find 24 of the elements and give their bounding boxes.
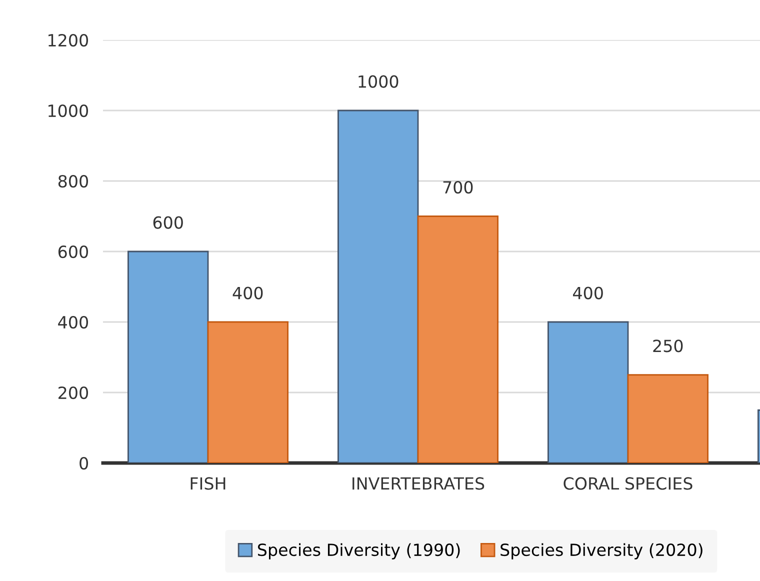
legend-label: Species Diversity (1990) [258, 543, 460, 560]
y-tick-label: 1000 [48, 104, 88, 118]
data-label: 1000 [358, 75, 398, 88]
y-tick-label: 200 [58, 386, 88, 400]
y-tick-label: 600 [58, 245, 88, 258]
x-tick-label: CORAL SPECIES [564, 477, 692, 490]
data-label: 400 [573, 286, 603, 300]
y-tick-label: 800 [58, 174, 88, 188]
bar [338, 110, 419, 463]
x-tick-label: INVERTEBRATES [352, 477, 484, 490]
y-tick-label: 1200 [48, 34, 88, 47]
y-tick-label: 400 [58, 316, 88, 329]
x-tick-label: FISH [190, 477, 226, 490]
data-label: 600 [153, 216, 183, 229]
bar [627, 374, 708, 463]
bar [128, 250, 209, 463]
y-tick-label: 0 [80, 456, 88, 470]
bar [207, 321, 288, 463]
data-label: 400 [232, 286, 263, 300]
bar [417, 216, 498, 463]
legend-label: Species Diversity (2020) [500, 543, 702, 560]
bar [548, 321, 629, 463]
data-label: 250 [653, 340, 683, 352]
data-label: 700 [443, 180, 473, 194]
